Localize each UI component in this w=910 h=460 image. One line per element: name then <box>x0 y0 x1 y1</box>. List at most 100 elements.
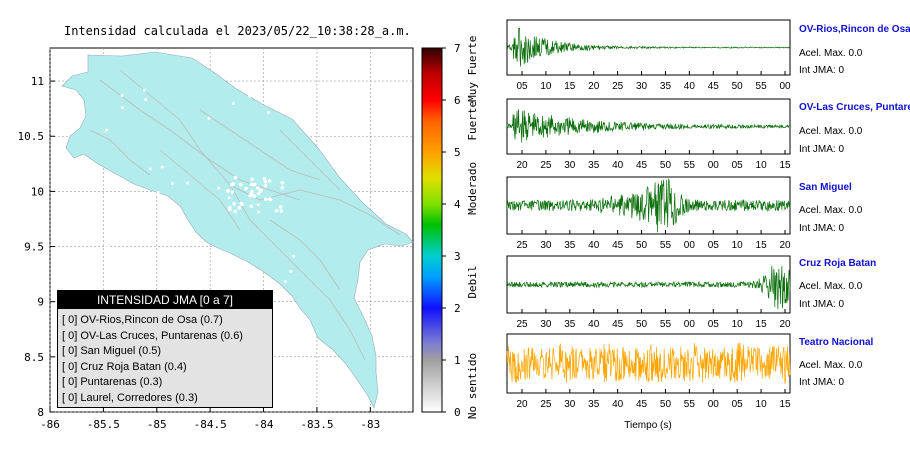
waveform-tick-label: 35 <box>588 399 600 410</box>
station-dot <box>148 167 152 171</box>
waveform-tick-label: 50 <box>660 399 672 410</box>
waveform-tick-label: 35 <box>564 240 576 251</box>
station-dot <box>244 186 248 191</box>
station-dot <box>257 210 261 214</box>
waveform-tick-label: 15 <box>779 399 791 410</box>
map-xtick-label: -85 <box>147 418 167 431</box>
waveform-tick-label: 15 <box>564 81 576 92</box>
colorbar-tick-label: 7 <box>454 42 461 55</box>
waveform-trace <box>506 27 791 67</box>
legend-title: INTENSIDAD JMA [0 a 7] <box>58 291 272 309</box>
waveform-trace <box>506 265 791 310</box>
station-dot <box>292 254 296 258</box>
station-dot <box>289 269 293 273</box>
station-dot <box>120 106 124 110</box>
station-dot <box>248 94 252 98</box>
colorbar-tick-label: 6 <box>454 94 461 107</box>
waveform-tick-label: 20 <box>779 240 791 251</box>
station-dot <box>185 181 189 185</box>
station-dot <box>249 204 254 208</box>
map-xtick-label: -85.5 <box>87 418 120 431</box>
station-dot <box>252 194 257 198</box>
colorbar-tick-label: 2 <box>454 302 461 315</box>
station-dot <box>142 88 146 92</box>
map-axes: -86 -85.5 -85 -84.5 -84 -83.5 -83 11 10.5 10 9.5 9 8… <box>18 75 381 431</box>
station-acel: Acel. Max. 0.0 <box>799 126 863 137</box>
station-dot <box>227 196 231 200</box>
colorbar-tick-label: 4 <box>454 198 461 211</box>
station-dot <box>262 176 267 181</box>
map-ytick-label: 9.5 <box>24 241 44 254</box>
colorbar-category-label: No sentido <box>466 353 479 419</box>
waveform-tick-label: 25 <box>516 319 528 330</box>
map-ytick-label: 10 <box>31 185 44 198</box>
legend-item: [ 0] San Miguel (0.5) <box>62 345 162 358</box>
waveform-tick-label: 10 <box>540 81 552 92</box>
station-dot <box>233 209 238 214</box>
station-dot <box>115 180 119 184</box>
colorbar-category-label: Debil <box>466 265 479 298</box>
map-xtick-label: -84.5 <box>194 418 227 431</box>
waveform-tick-label: 50 <box>636 319 648 330</box>
intensity-legend: INTENSIDAD JMA [0 a 7] [ 0] OV-Rios,Rinc… <box>57 290 273 408</box>
station-dot <box>217 186 221 190</box>
station-dot <box>274 209 279 213</box>
waveform-tick-label: 40 <box>612 399 624 410</box>
waveform-tick-label: 45 <box>636 160 648 171</box>
map-ytick-label: 9 <box>37 296 44 309</box>
station-dot <box>105 128 109 132</box>
station-acel: Acel. Max. 0.0 <box>799 48 863 59</box>
map-ytick-label: 10.5 <box>18 130 45 143</box>
station-dot <box>267 178 272 183</box>
waveform-tick-label: 30 <box>540 240 552 251</box>
station-dot <box>233 176 238 180</box>
waveform-tick-label: 45 <box>636 399 648 410</box>
legend-item: [ 0] Puntarenas (0.3) <box>62 376 163 389</box>
waveform-tick-label: 00 <box>684 319 696 330</box>
waveform-tick-label: 55 <box>660 319 672 330</box>
station-name: San Miguel <box>799 182 852 193</box>
waveform-tick-label: 45 <box>708 81 720 92</box>
waveform-tick-label: 25 <box>516 240 528 251</box>
waveform-panel: 25 30 35 40 45 50 55 00 05 10 15 20 <box>506 255 791 330</box>
station-dot <box>278 205 283 209</box>
waveform-panels: 05 10 15 20 25 30 35 40 45 50 55 00 20 25 30 35 40 45 50 55… <box>506 19 791 410</box>
legend-item: [ 0] OV-Rios,Rincon de Osa (0.7) <box>62 314 223 326</box>
station-dot <box>237 206 242 210</box>
station-dot <box>266 110 270 114</box>
station-dot <box>207 116 211 120</box>
station-dot <box>239 182 243 187</box>
map-ytick-label: 8 <box>37 406 44 419</box>
station-dot <box>263 179 268 184</box>
costa-rica-landmass <box>61 51 414 409</box>
station-dot <box>231 102 235 106</box>
waveform-trace <box>506 178 791 233</box>
station-name: Teatro Nacional <box>799 337 874 348</box>
legend-items: [ 0] OV-Rios,Rincon de Osa (0.7) [ 0] OV… <box>58 309 272 407</box>
station-dot <box>326 126 330 130</box>
waveform-tick-label: 40 <box>612 160 624 171</box>
station-dot <box>263 184 268 188</box>
station-dot <box>160 165 164 169</box>
waveform-tick-label: 20 <box>779 319 791 330</box>
station-dot <box>170 181 174 185</box>
waveform-tick-label: 55 <box>660 240 672 251</box>
waveform-tick-label: 40 <box>588 319 600 330</box>
waveform-trace <box>506 342 791 384</box>
colorbar-category-label: Muy Fuerte <box>466 36 479 102</box>
waveform-tick-label: 30 <box>564 399 576 410</box>
waveform-tick-label: 15 <box>756 319 768 330</box>
legend-item: [ 0] OV-Las Cruces, Puntarenas (0.6) <box>62 329 243 342</box>
waveform-tick-label: 25 <box>540 160 552 171</box>
station-acel: Acel. Max. 0.0 <box>799 360 863 371</box>
waveform-tick-label: 50 <box>732 81 744 92</box>
waveform-tick-label: 45 <box>612 319 624 330</box>
station-acel: Acel. Max. 0.0 <box>799 281 863 292</box>
station-int: Int JMA: 0 <box>799 223 845 234</box>
waveform-tick-label: 55 <box>756 81 768 92</box>
station-dot <box>340 157 344 161</box>
colorbar-tick-label: 3 <box>454 250 461 263</box>
waveform-tick-label: 30 <box>540 319 552 330</box>
waveform-tick-label: 05 <box>708 240 720 251</box>
